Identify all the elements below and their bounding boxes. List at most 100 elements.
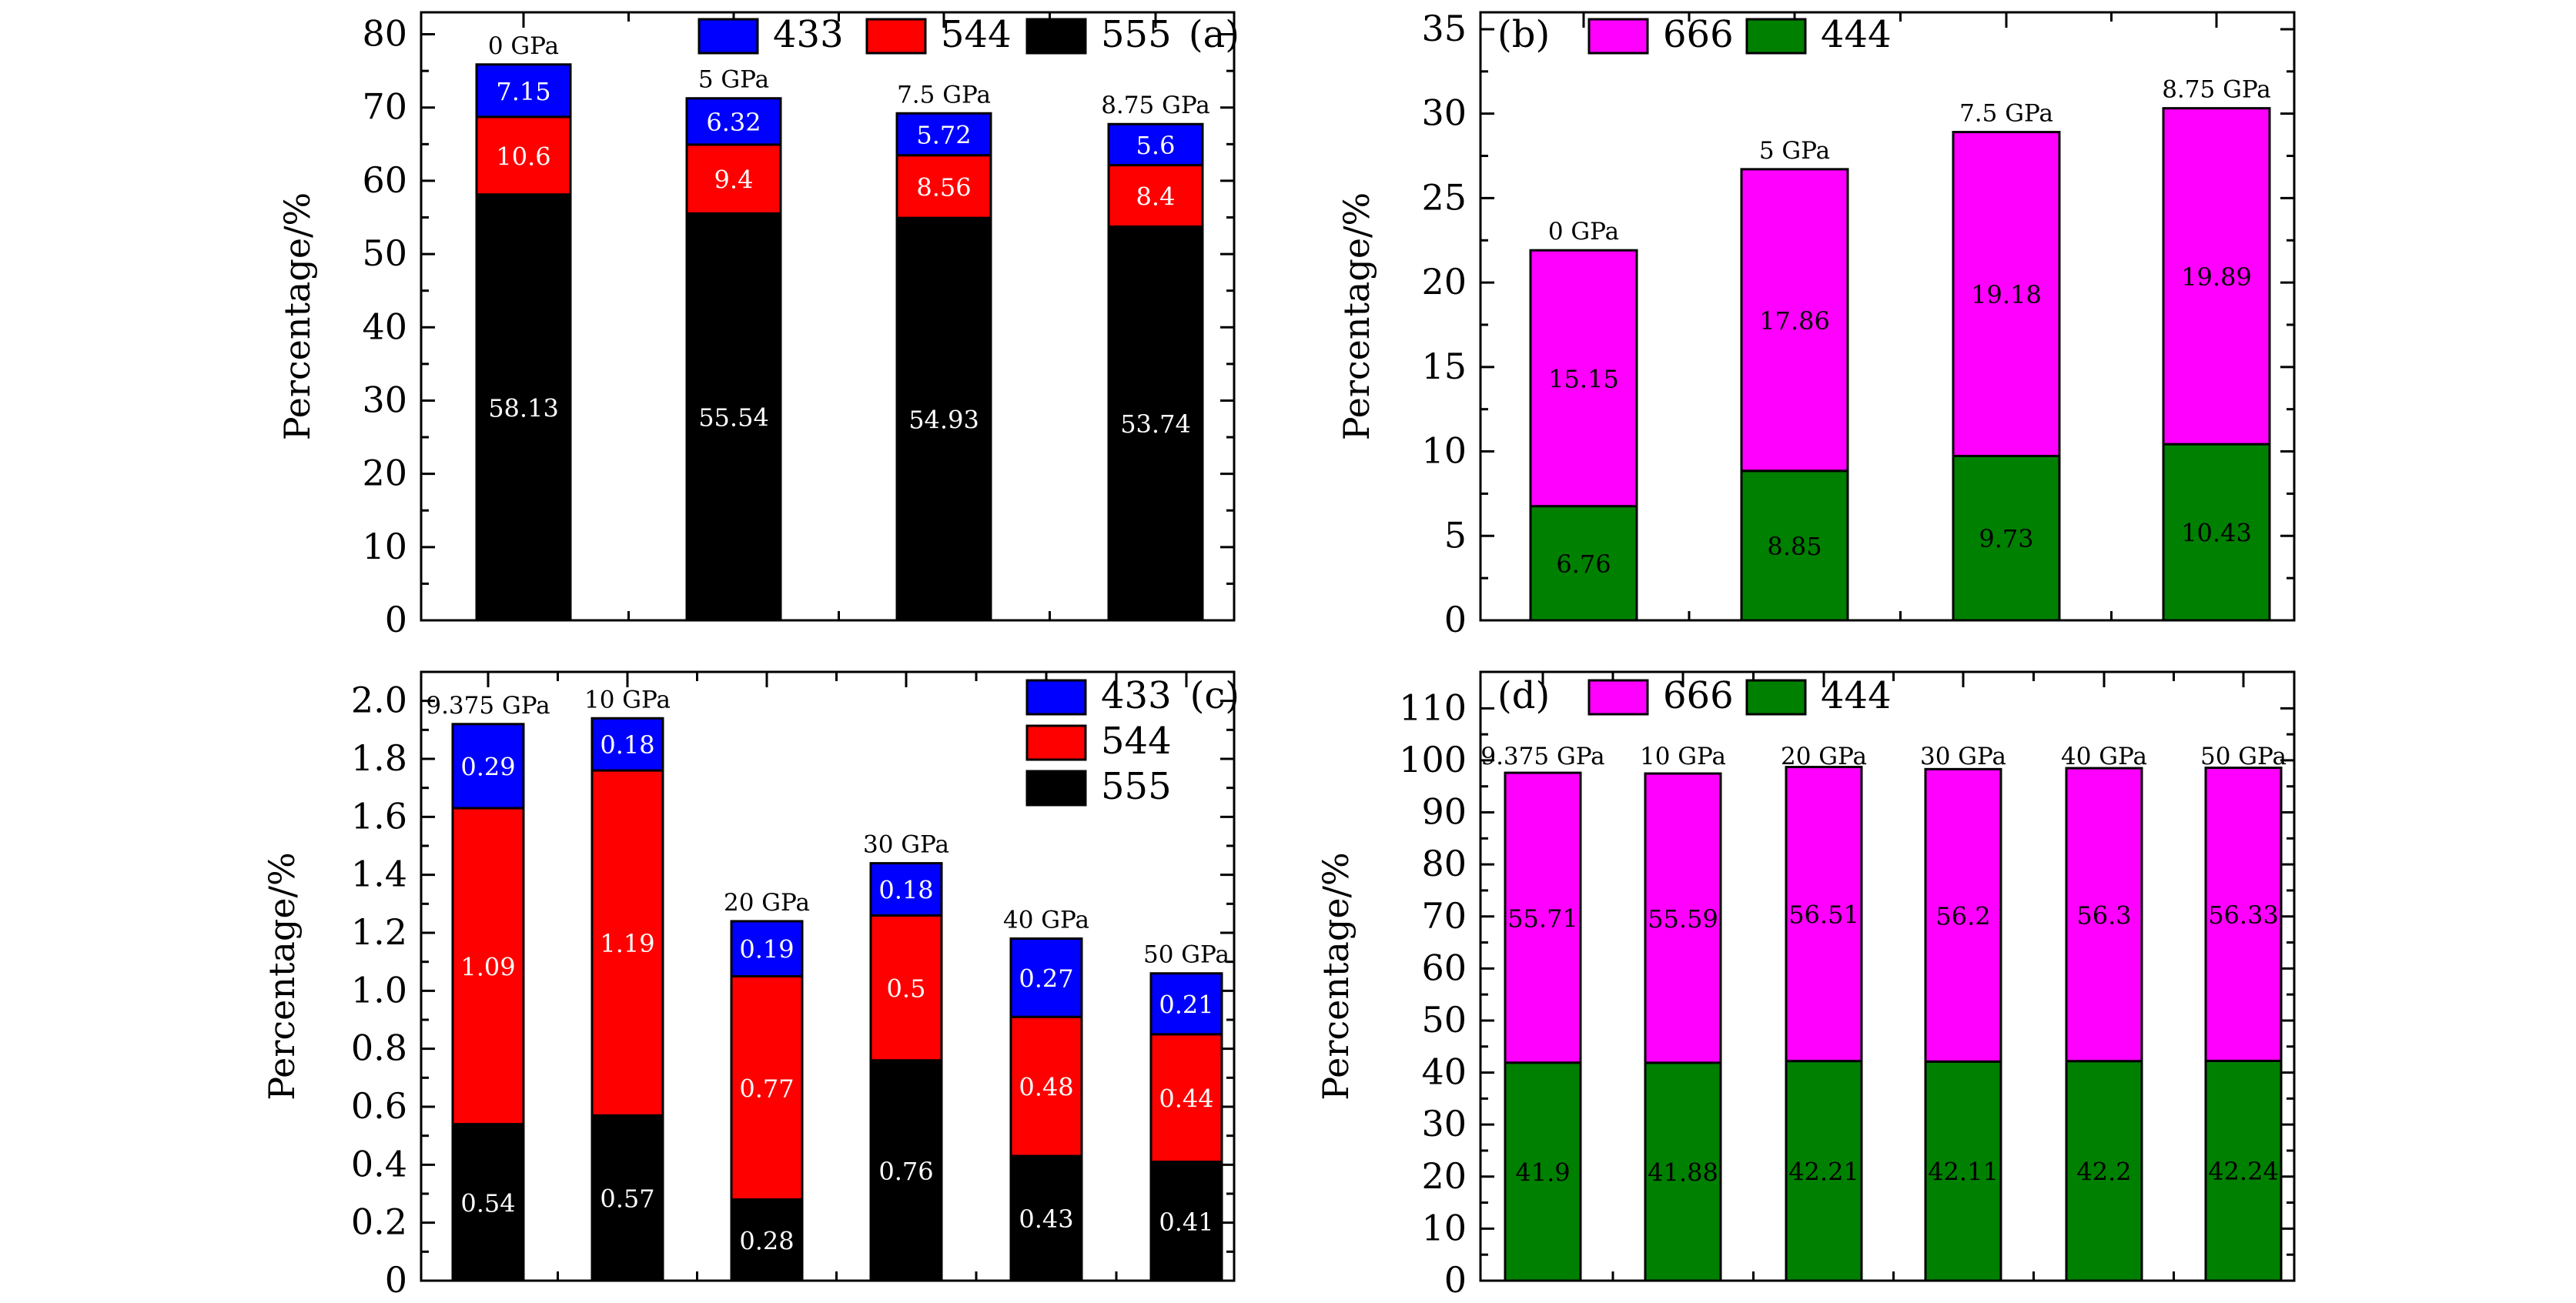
- y-tick-label: 10: [1421, 430, 1467, 472]
- legend-swatch-544: [865, 18, 927, 55]
- legend-swatch-544: [1025, 724, 1087, 761]
- y-tick-label: 0.6: [351, 1085, 407, 1127]
- legend-label-666: 666: [1663, 13, 1734, 56]
- data-label: 0.43: [1019, 1204, 1073, 1234]
- data-label: 0.18: [878, 876, 933, 905]
- legend-label-544: 544: [941, 13, 1012, 56]
- bar-segment-444: [1504, 1061, 1582, 1282]
- y-tick-label: 0.2: [351, 1201, 407, 1243]
- bar-segment-444: [2204, 1059, 2283, 1282]
- plot-frame: [1479, 11, 2296, 622]
- bar-segment-555: [1107, 225, 1204, 622]
- legend-label-666: 666: [1663, 674, 1734, 717]
- data-label: 6.32: [706, 108, 761, 137]
- y-tick-label: 20: [1421, 261, 1467, 302]
- y-tick-label: 2.0: [351, 680, 407, 721]
- category-label: 50 GPa: [2200, 743, 2287, 770]
- y-tick-label: 30: [1421, 1103, 1467, 1144]
- bar-segment-433: [869, 862, 943, 917]
- y-tick-label: 50: [362, 232, 407, 274]
- category-label: 0 GPa: [1548, 218, 1619, 246]
- y-tick-label: 1.8: [351, 737, 407, 779]
- data-label: 56.3: [2076, 900, 2131, 930]
- y-tick-label: 10: [1421, 1207, 1467, 1248]
- category-label: 9.375 GPa: [426, 692, 550, 720]
- bar-segment-433: [1009, 937, 1083, 1018]
- y-tick-label: 30: [362, 379, 407, 420]
- data-label: 8.56: [916, 172, 971, 202]
- y-axis-label: Percentage/%: [1336, 192, 1377, 441]
- legend-label-433: 433: [773, 13, 844, 56]
- data-label: 19.89: [2181, 262, 2252, 292]
- y-tick-label: 20: [362, 453, 407, 494]
- bar-segment-544: [730, 975, 804, 1201]
- category-label: 40 GPa: [2061, 743, 2147, 770]
- legend-label-555: 555: [1101, 765, 1172, 808]
- data-label: 56.51: [1788, 900, 1859, 930]
- data-label: 42.2: [2076, 1157, 2131, 1186]
- bar-segment-555: [451, 1123, 525, 1282]
- data-label: 8.4: [1136, 182, 1176, 212]
- data-label: 0.76: [878, 1157, 933, 1186]
- bar-segment-444: [2065, 1060, 2143, 1282]
- data-label: 54.93: [908, 406, 979, 435]
- y-tick-label: 1.0: [351, 969, 407, 1011]
- category-label: 8.75 GPa: [1101, 92, 1210, 119]
- y-axis-label: Percentage/%: [1315, 852, 1357, 1101]
- data-label: 0.44: [1159, 1084, 1213, 1114]
- bar-segment-666: [1785, 766, 1863, 1063]
- data-label: 0.18: [600, 730, 654, 760]
- data-label: 53.74: [1120, 409, 1191, 439]
- data-label: 17.86: [1759, 306, 1830, 336]
- category-label: 10 GPa: [584, 686, 671, 713]
- y-tick-label: 80: [1421, 843, 1467, 884]
- category-label: 5 GPa: [698, 66, 769, 94]
- y-tick-label: 1.6: [351, 795, 407, 837]
- legend-label-444: 444: [1821, 674, 1892, 717]
- y-tick-label: 30: [1421, 92, 1467, 134]
- y-tick-label: 40: [362, 306, 407, 347]
- data-label: 56.33: [2208, 900, 2279, 930]
- y-axis-label: Percentage/%: [261, 852, 303, 1101]
- bar-segment-544: [869, 914, 943, 1062]
- bar-segment-555: [590, 1114, 664, 1282]
- bar-segment-666: [1644, 772, 1722, 1064]
- y-tick-label: 0: [385, 1259, 407, 1301]
- category-label: 7.5 GPa: [1959, 100, 2053, 128]
- plot-frame: [420, 11, 1236, 622]
- panel-label: (b): [1497, 13, 1550, 56]
- data-label: 0.19: [739, 935, 794, 964]
- bar-segment-433: [475, 63, 572, 119]
- bar-segment-444: [1644, 1061, 1722, 1282]
- data-label: 6.76: [1556, 550, 1611, 579]
- y-tick-label: 90: [1421, 791, 1467, 833]
- y-tick-label: 25: [1421, 176, 1467, 218]
- plot-frame: [1479, 670, 2296, 1282]
- y-tick-label: 110: [1399, 687, 1467, 728]
- bar-segment-555: [895, 216, 992, 622]
- bar-segment-544: [451, 807, 525, 1126]
- data-label: 42.24: [2208, 1157, 2279, 1186]
- bar-segment-555: [730, 1198, 804, 1282]
- category-label: 20 GPa: [1781, 743, 1867, 770]
- data-label: 0.48: [1019, 1073, 1073, 1102]
- plot-frame: [420, 670, 1236, 1282]
- data-label: 42.21: [1788, 1157, 1859, 1186]
- y-tick-label: 15: [1421, 346, 1467, 387]
- data-label: 55.54: [698, 403, 769, 433]
- y-tick-label: 0.8: [351, 1027, 407, 1069]
- bar-segment-433: [685, 97, 782, 146]
- category-label: 5 GPa: [1759, 137, 1830, 165]
- panel-label: (c): [1190, 674, 1239, 717]
- y-tick-label: 1.4: [351, 854, 407, 895]
- legend-swatch-666: [1587, 18, 1649, 55]
- data-label: 1.19: [600, 929, 654, 958]
- bar-segment-433: [1149, 972, 1223, 1036]
- legend-swatch-666: [1587, 679, 1649, 716]
- data-label: 0.41: [1159, 1208, 1213, 1237]
- legend-label-544: 544: [1101, 720, 1172, 763]
- category-label: 50 GPa: [1143, 941, 1229, 969]
- y-tick-label: 10: [362, 526, 407, 567]
- legend-swatch-433: [1025, 679, 1087, 716]
- data-label: 5.6: [1136, 131, 1176, 160]
